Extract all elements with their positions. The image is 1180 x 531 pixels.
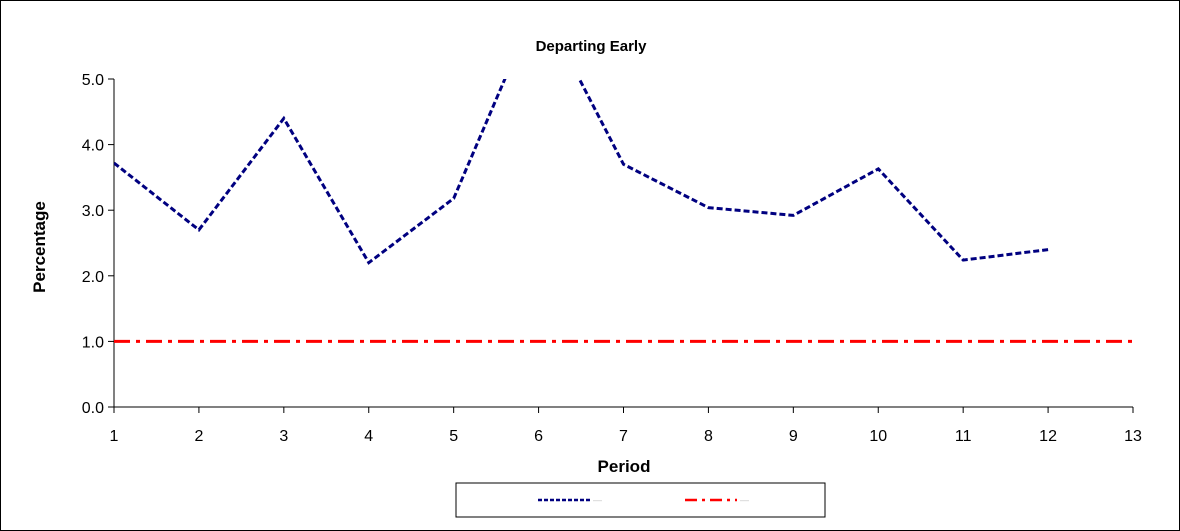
plot-area [114,79,1133,343]
series-line-1 [114,79,1049,265]
y-tick-label: 1.0 [82,334,104,351]
legend-label-series-2: — [740,495,749,505]
legend-box [455,482,826,518]
y-axis-title: Percentage [30,201,49,293]
x-tick-label: 11 [955,428,972,445]
x-tick-label: 9 [789,428,798,445]
legend: — — [455,482,826,518]
y-tick-label: 5.0 [82,72,104,89]
x-tick-label: 3 [279,428,288,445]
x-axis-title: Period [598,457,651,476]
x-tick-label: 2 [194,428,203,445]
y-tick-label: 4.0 [82,138,104,155]
y-tick-label: 0.0 [82,400,104,417]
x-axis-ticks: 1 2 3 4 5 6 7 8 9 10 11 12 13 [110,407,1142,445]
legend-label-series-1: — [593,495,602,505]
y-tick-label: 3.0 [82,203,104,220]
x-tick-label: 13 [1124,428,1142,445]
x-tick-label: 1 [110,428,119,445]
x-tick-label: 7 [619,428,628,445]
chart-title: Departing Early [536,38,648,55]
x-tick-label: 10 [869,428,887,445]
x-tick-label: 8 [704,428,713,445]
x-tick-label: 12 [1039,428,1057,445]
y-axis-ticks: 0.0 1.0 2.0 3.0 4.0 5.0 [82,72,114,417]
x-tick-label: 6 [534,428,543,445]
y-tick-label: 2.0 [82,269,104,286]
x-tick-label: 4 [364,428,373,445]
x-tick-label: 5 [449,428,458,445]
